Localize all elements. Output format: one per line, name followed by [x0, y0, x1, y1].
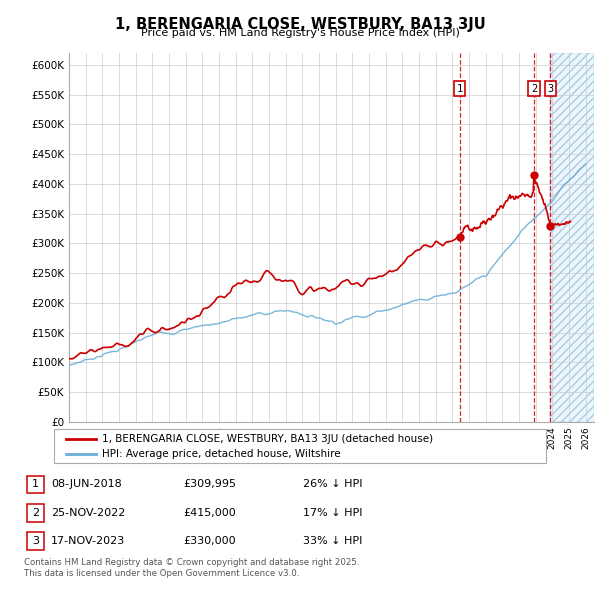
Text: HPI: Average price, detached house, Wiltshire: HPI: Average price, detached house, Wilt… — [102, 448, 341, 458]
Text: Price paid vs. HM Land Registry's House Price Index (HPI): Price paid vs. HM Land Registry's House … — [140, 28, 460, 38]
Text: 1: 1 — [457, 84, 463, 94]
Text: 1: 1 — [32, 480, 39, 489]
Text: 26% ↓ HPI: 26% ↓ HPI — [303, 480, 362, 489]
Bar — [550, 53, 594, 422]
Text: £309,995: £309,995 — [183, 480, 236, 489]
Text: Contains HM Land Registry data © Crown copyright and database right 2025.
This d: Contains HM Land Registry data © Crown c… — [24, 558, 359, 578]
Bar — [550, 53, 594, 422]
Text: 33% ↓ HPI: 33% ↓ HPI — [303, 536, 362, 546]
Text: £330,000: £330,000 — [183, 536, 236, 546]
Text: 2: 2 — [531, 84, 537, 94]
Text: 08-JUN-2018: 08-JUN-2018 — [51, 480, 122, 489]
Text: 1, BERENGARIA CLOSE, WESTBURY, BA13 3JU: 1, BERENGARIA CLOSE, WESTBURY, BA13 3JU — [115, 17, 485, 31]
Text: £415,000: £415,000 — [183, 508, 236, 517]
Text: 1, BERENGARIA CLOSE, WESTBURY, BA13 3JU (detached house): 1, BERENGARIA CLOSE, WESTBURY, BA13 3JU … — [102, 434, 433, 444]
Text: 3: 3 — [32, 536, 39, 546]
Text: 17% ↓ HPI: 17% ↓ HPI — [303, 508, 362, 517]
Text: 2: 2 — [32, 508, 39, 517]
Text: 3: 3 — [547, 84, 553, 94]
Text: 17-NOV-2023: 17-NOV-2023 — [51, 536, 125, 546]
Text: 25-NOV-2022: 25-NOV-2022 — [51, 508, 125, 517]
